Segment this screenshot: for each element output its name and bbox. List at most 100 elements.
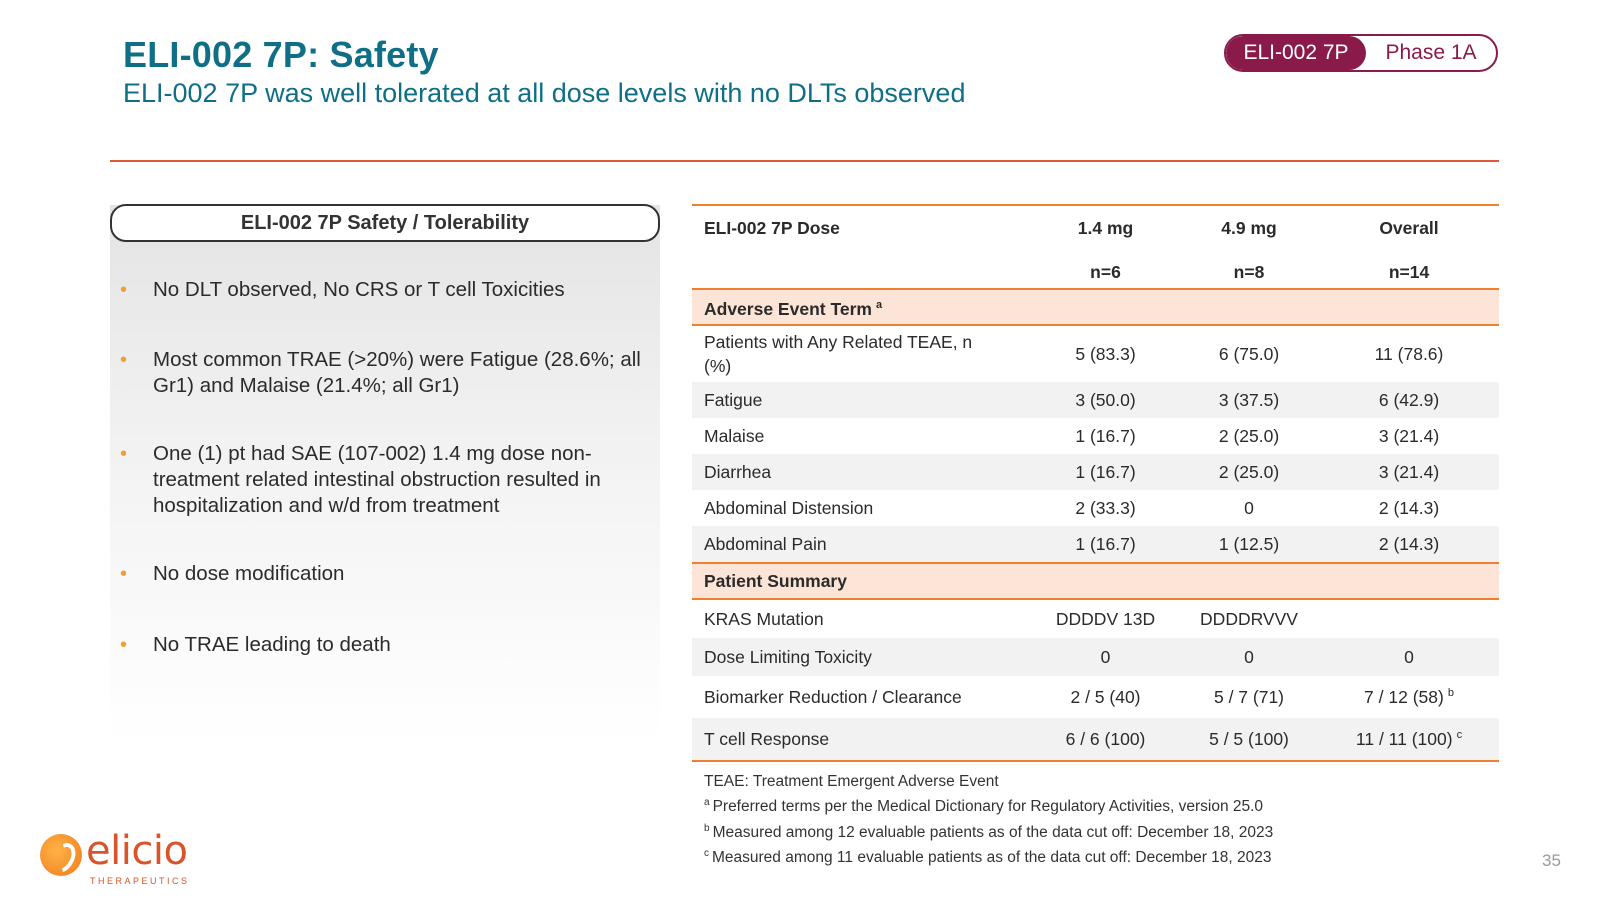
table-row: KRAS Mutation DDDDV 13D DDDDRVVV <box>692 600 1499 638</box>
cell-col-1: 1 (16.7) <box>1075 461 1136 482</box>
bullet-text: No DLT observed, No CRS or T cell Toxici… <box>153 278 565 301</box>
cell-col-1: 1 (16.7) <box>1075 533 1136 554</box>
cell-col-2: DDDDRVVV <box>1200 608 1298 629</box>
row-label: Diarrhea <box>704 462 772 482</box>
n-col-1: n=6 <box>1090 261 1121 282</box>
section-row-adverse-events: Adverse Event Term a <box>692 288 1499 326</box>
cell-col-3: 3 (21.4) <box>1378 461 1440 482</box>
row-label: Fatigue <box>704 390 763 410</box>
cell-col-3: 6 (42.9) <box>1378 389 1440 410</box>
slide-subtitle: ELI-002 7P was well tolerated at all dos… <box>123 78 966 108</box>
safety-panel-heading: ELI-002 7P Safety / Tolerability <box>110 204 660 242</box>
row-label: Malaise <box>704 426 765 446</box>
bullet-item: • One (1) pt had SAE (107-002) 1.4 mg do… <box>120 441 650 519</box>
section-label-text: Adverse Event Term <box>704 298 872 319</box>
footnote-b: b Measured among 12 evaluable patients as… <box>704 818 1273 843</box>
cell-col-1: 2 / 5 (40) <box>1070 686 1141 707</box>
n-col-3: n=14 <box>1388 261 1430 282</box>
footnote-text: Measured among 11 evaluable patients as … <box>712 849 1272 867</box>
table-row: Dose Limiting Toxicity 0 0 0 <box>692 638 1499 676</box>
row-label: Abdominal Pain <box>704 534 827 554</box>
cell-col-2: 5 / 5 (100) <box>1209 728 1289 749</box>
cell-col-3: 2 (14.3) <box>1378 497 1440 518</box>
footnote-marker: c <box>1456 728 1463 741</box>
table-bottom-rule <box>692 760 1499 762</box>
section-row-patient-summary: Patient Summary <box>692 562 1499 600</box>
row-label: Abdominal Distension <box>704 498 874 518</box>
cell-col-3: 11 (78.6) <box>1374 343 1444 364</box>
table-header-row: ELI-002 7P Dose 1.4 mg 4.9 mg Overall <box>692 206 1499 250</box>
table-n-row: n=6 n=8 n=14 <box>692 252 1499 292</box>
header-col-2: 4.9 mg <box>1221 217 1277 238</box>
section-label: Adverse Event Term a <box>692 293 1032 321</box>
row-label: KRAS Mutation <box>704 609 824 629</box>
footnote-marker: a <box>875 299 883 312</box>
slide-title: ELI-002 7P: Safety <box>123 34 439 75</box>
cell-col-2: 0 <box>1244 646 1254 667</box>
cell-col-1: 0 <box>1100 646 1111 667</box>
header-dose-label: ELI-002 7P Dose <box>704 218 840 238</box>
cell-col-2: 5 / 7 (71) <box>1213 686 1285 707</box>
bullet-text: Most common TRAE (>20%) were Fatigue (28… <box>153 348 641 397</box>
header-col-1: 1.4 mg <box>1077 217 1134 238</box>
cell-value: 11 / 11 (100) <box>1355 728 1453 749</box>
footnote-marker: a <box>704 797 710 809</box>
row-label: Biomarker Reduction / Clearance <box>704 687 962 707</box>
table-row: T cell Response 6 / 6 (100) 5 / 5 (100) … <box>692 718 1499 760</box>
row-label: Patients with Any Related TEAE, n (%) <box>704 332 973 376</box>
footnote-marker: b <box>1447 686 1454 699</box>
table-row: Diarrhea 1 (16.7) 2 (25.0) 3 (21.4) <box>692 454 1499 490</box>
footnote-text: Measured among 12 evaluable patients as … <box>712 823 1274 841</box>
cell-col-2: 3 (37.5) <box>1218 389 1280 410</box>
footnote-marker: c <box>704 848 709 860</box>
cell-col-3: 0 <box>1404 646 1414 667</box>
bullet-item: • No dose modification <box>120 561 650 587</box>
cell-col-2: 0 <box>1244 497 1254 518</box>
cell-col-2: 2 (25.0) <box>1218 425 1280 446</box>
bullet-text: One (1) pt had SAE (107-002) 1.4 mg dose… <box>153 442 601 517</box>
section-label: Patient Summary <box>704 571 847 591</box>
bullet-text: No dose modification <box>153 562 345 585</box>
cell-col-2: 1 (12.5) <box>1218 533 1280 554</box>
cell-col-1: 6 / 6 (100) <box>1065 728 1146 749</box>
row-label: T cell Response <box>704 729 830 749</box>
footnote-text: Preferred terms per the Medical Dictiona… <box>712 798 1264 816</box>
header-divider <box>110 160 1499 162</box>
pill-phase-label: Phase 1A <box>1385 41 1477 64</box>
page-number: 35 <box>1542 851 1561 870</box>
bullet-dot-icon: • <box>120 349 128 371</box>
row-label: Dose Limiting Toxicity <box>704 647 872 667</box>
cell-col-3: 3 (21.4) <box>1378 425 1440 446</box>
cell-value: 7 / 12 (58) <box>1364 686 1444 707</box>
cell-col-1: DDDDV 13D <box>1055 608 1156 629</box>
bullet-dot-icon: • <box>120 443 128 465</box>
table-top-rule <box>692 204 1499 206</box>
table-row: Abdominal Pain 1 (16.7) 1 (12.5) 2 (14.3… <box>692 526 1499 562</box>
logo-subtext: THERAPEUTICS <box>90 876 190 886</box>
safety-panel <box>110 205 660 743</box>
bullet-text: No TRAE leading to death <box>153 633 391 656</box>
cell-col-3: 2 (14.3) <box>1378 533 1440 554</box>
company-logo: elicio THERAPEUTICS <box>40 828 200 890</box>
footnotes: TEAE: Treatment Emergent Adverse Event a… <box>704 771 1273 869</box>
bullet-item: • No DLT observed, No CRS or T cell Toxi… <box>120 277 650 303</box>
table-row: Fatigue 3 (50.0) 3 (37.5) 6 (42.9) <box>692 382 1499 418</box>
bullet-dot-icon: • <box>120 634 128 656</box>
table-row: Malaise 1 (16.7) 2 (25.0) 3 (21.4) <box>692 418 1499 454</box>
bullet-dot-icon: • <box>120 563 128 585</box>
footnote-marker: b <box>704 822 710 834</box>
table-row: Patients with Any Related TEAE, n (%) 5 … <box>692 326 1499 382</box>
footnote-a: a Preferred terms per the Medical Diction… <box>704 792 1273 817</box>
header-col-3: Overall <box>1379 217 1439 238</box>
cell-col-1: 5 (83.3) <box>1075 343 1136 364</box>
table-row: Biomarker Reduction / Clearance 2 / 5 (4… <box>692 676 1499 718</box>
phase-pill: ELI-002 7P Phase 1A <box>1224 34 1498 72</box>
pill-program-label: ELI-002 7P <box>1226 36 1366 70</box>
footnote-c: c Measured among 11 evaluable patients as… <box>704 843 1273 868</box>
cell-col-3: 7 / 12 (58) b <box>1319 687 1499 708</box>
cell-col-1: 3 (50.0) <box>1075 389 1136 410</box>
bullet-item: • No TRAE leading to death <box>120 632 650 658</box>
n-col-2: n=8 <box>1233 261 1265 282</box>
bullet-dot-icon: • <box>120 279 128 301</box>
footnote-teae: TEAE: Treatment Emergent Adverse Event <box>704 773 999 790</box>
